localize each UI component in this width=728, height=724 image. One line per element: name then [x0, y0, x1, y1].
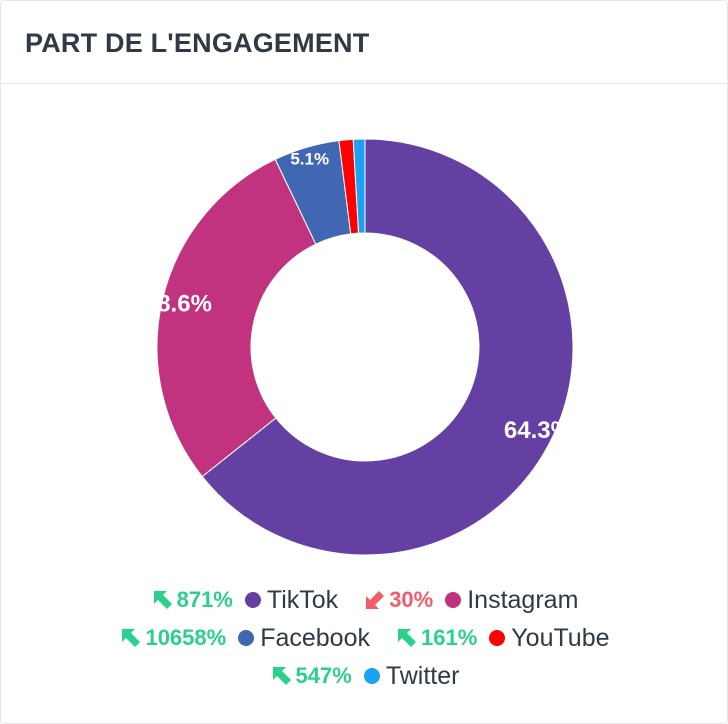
- arrow-up-left-icon: [152, 589, 177, 611]
- legend-item-facebook[interactable]: 10658% Facebook: [120, 624, 370, 653]
- slice-instagram[interactable]: [156, 158, 317, 478]
- arrow-down-left-icon: [364, 589, 389, 611]
- legend-label: TikTok: [266, 585, 339, 614]
- legend-label: YouTube: [511, 623, 610, 652]
- legend-label: Instagram: [467, 585, 579, 614]
- legend-item-youtube[interactable]: 161% YouTube: [396, 624, 610, 653]
- slice-label-instagram: 28.6%: [144, 290, 212, 317]
- legend-row: 10658% Facebook 161% YouTube: [1, 619, 728, 657]
- legend-change: 161%: [421, 625, 478, 650]
- legend-label: Facebook: [260, 623, 370, 652]
- slice-tiktok[interactable]: [201, 138, 574, 556]
- legend-change: 10658%: [145, 625, 227, 650]
- legend-label: Twitter: [385, 661, 460, 690]
- legend-color-dot: [445, 592, 462, 608]
- legend-change: 871%: [176, 587, 233, 612]
- card-header: PART DE L'ENGAGEMENT: [1, 1, 727, 84]
- legend-item-twitter[interactable]: 547% Twitter: [271, 661, 460, 691]
- legend-color-dot: [238, 630, 255, 646]
- legend-color-dot: [244, 592, 261, 608]
- slice-label-facebook: 5.1%: [290, 149, 329, 168]
- card-title: PART DE L'ENGAGEMENT: [25, 28, 370, 58]
- slice-twitter[interactable]: [352, 138, 366, 234]
- arrow-up-left-icon: [271, 665, 296, 687]
- chart-legend: 871% TikTok 30% Instagram 10658% Facebook 161%…: [1, 581, 728, 695]
- donut-chart: 64.3% 28.6% 5.1%: [144, 138, 574, 556]
- arrow-up-left-icon: [396, 627, 421, 649]
- legend-row: 547% Twitter: [1, 657, 728, 695]
- legend-color-dot: [363, 668, 380, 684]
- legend-change: 547%: [295, 663, 352, 688]
- slice-label-tiktok: 64.3%: [504, 417, 572, 444]
- legend-row: 871% TikTok 30% Instagram: [1, 581, 728, 619]
- arrow-up-left-icon: [120, 627, 145, 649]
- legend-item-instagram[interactable]: 30% Instagram: [364, 586, 578, 615]
- legend-change: 30%: [389, 587, 434, 612]
- legend-color-dot: [489, 630, 506, 646]
- legend-item-tiktok[interactable]: 871% TikTok: [152, 585, 339, 615]
